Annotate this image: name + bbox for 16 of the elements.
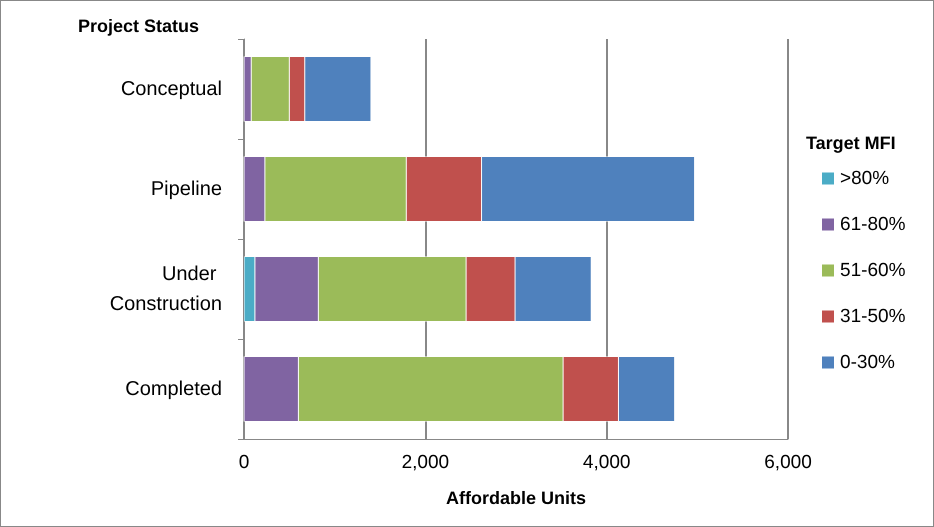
legend-title: Target MFI [806, 133, 896, 153]
legend-label: 31-50% [840, 306, 906, 327]
x-axis-title: Affordable Units [446, 488, 586, 508]
x-tick-label: 4,000 [582, 452, 630, 473]
legend-label: 0-30% [840, 352, 896, 373]
y-tick-label: Under Construction [110, 263, 222, 315]
y-axis-title: Project Status [78, 16, 199, 36]
legend-label: 51-60% [840, 260, 906, 281]
legend-label: 61-80% [840, 214, 906, 235]
y-tick-label: Completed [125, 378, 222, 400]
x-tick-label: 6,000 [764, 452, 812, 473]
y-tick-label: Conceptual [120, 78, 222, 100]
y-tick-label: Pipeline [150, 178, 222, 200]
x-tick-label: 0 [238, 452, 250, 473]
legend-label: >80% [840, 168, 890, 189]
x-tick-label: 2,000 [402, 452, 450, 473]
